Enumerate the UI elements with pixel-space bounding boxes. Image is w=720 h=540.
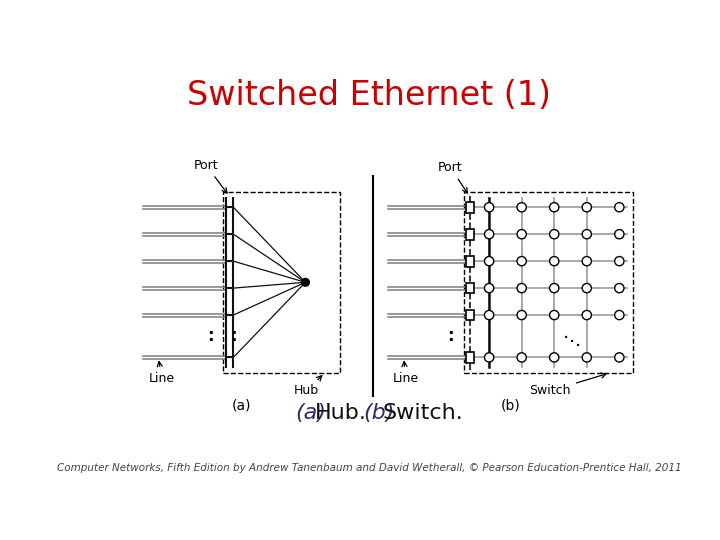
Text: Line: Line: [392, 362, 418, 385]
Circle shape: [302, 279, 310, 286]
Text: (a): (a): [295, 403, 326, 423]
Bar: [466, 352, 474, 363]
Circle shape: [615, 202, 624, 212]
Circle shape: [517, 256, 526, 266]
Text: (b): (b): [501, 398, 521, 412]
Bar: [466, 229, 474, 240]
Circle shape: [517, 284, 526, 293]
Text: Line: Line: [149, 361, 175, 385]
Circle shape: [582, 202, 591, 212]
Text: Computer Networks, Fifth Edition by Andrew Tanenbaum and David Wetherall, © Pear: Computer Networks, Fifth Edition by Andr…: [57, 463, 681, 473]
Text: .: .: [563, 323, 569, 342]
Text: .: .: [569, 327, 575, 346]
Bar: [466, 202, 474, 213]
Circle shape: [485, 284, 494, 293]
Circle shape: [615, 310, 624, 320]
Circle shape: [517, 230, 526, 239]
Circle shape: [517, 310, 526, 320]
Circle shape: [549, 353, 559, 362]
Circle shape: [582, 353, 591, 362]
Text: :: :: [207, 327, 213, 345]
Bar: [464, 192, 634, 373]
Text: Port: Port: [194, 159, 227, 193]
Circle shape: [549, 256, 559, 266]
Text: (b): (b): [363, 403, 394, 423]
Circle shape: [485, 202, 494, 212]
Text: Switch: Switch: [529, 373, 606, 397]
Circle shape: [549, 202, 559, 212]
Circle shape: [582, 284, 591, 293]
Circle shape: [615, 256, 624, 266]
Bar: [466, 309, 474, 320]
Text: Port: Port: [438, 161, 467, 193]
Bar: [466, 283, 474, 294]
Circle shape: [485, 256, 494, 266]
Circle shape: [615, 284, 624, 293]
Text: Hub.: Hub.: [315, 403, 366, 423]
Circle shape: [582, 256, 591, 266]
Bar: [223, 192, 341, 373]
Circle shape: [549, 310, 559, 320]
Circle shape: [549, 284, 559, 293]
Circle shape: [582, 230, 591, 239]
Circle shape: [485, 310, 494, 320]
Text: (a): (a): [232, 398, 251, 412]
Text: .: .: [575, 330, 581, 349]
Circle shape: [615, 353, 624, 362]
Circle shape: [517, 202, 526, 212]
Text: :: :: [447, 327, 454, 345]
Text: Switched Ethernet (1): Switched Ethernet (1): [187, 79, 551, 112]
Text: :: :: [230, 327, 237, 345]
Circle shape: [615, 230, 624, 239]
Circle shape: [549, 230, 559, 239]
Bar: [466, 256, 474, 267]
Circle shape: [485, 230, 494, 239]
Circle shape: [517, 353, 526, 362]
Circle shape: [485, 353, 494, 362]
Text: Hub: Hub: [294, 376, 322, 397]
Circle shape: [582, 310, 591, 320]
Text: Switch.: Switch.: [383, 403, 464, 423]
